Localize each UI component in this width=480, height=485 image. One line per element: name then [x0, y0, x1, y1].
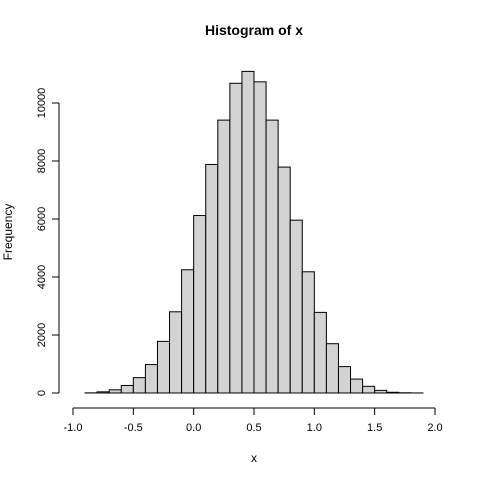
x-tick-label: 1.0 [307, 422, 322, 434]
y-tick-label: 4000 [36, 265, 48, 289]
y-tick-label: 6000 [36, 207, 48, 231]
histogram-bar [242, 71, 254, 393]
histogram-bar [351, 379, 363, 393]
chart-title: Histogram of x [205, 22, 303, 38]
x-tick-label: -0.5 [124, 422, 143, 434]
histogram-bar [133, 378, 145, 393]
histogram-bar [363, 386, 375, 393]
histogram-bar [145, 365, 157, 393]
histogram-bar [218, 120, 230, 393]
histogram-bar [157, 341, 169, 393]
y-tick-label: 10000 [36, 88, 48, 119]
histogram-bar [302, 272, 314, 393]
histogram-bar [314, 312, 326, 393]
y-tick-label: 0 [36, 390, 48, 396]
histogram-bar [230, 83, 242, 393]
histogram-bar [109, 390, 121, 393]
x-tick-label: -1.0 [64, 422, 83, 434]
histogram-bar [278, 167, 290, 393]
y-tick-label: 2000 [36, 323, 48, 347]
histogram-bar [375, 390, 387, 393]
y-tick-label: 8000 [36, 149, 48, 173]
histogram-bar [266, 120, 278, 393]
histogram-bar [97, 392, 109, 393]
x-tick-label: 0.0 [186, 422, 201, 434]
histogram-bar [206, 164, 218, 393]
histogram-bar [290, 220, 302, 393]
histogram-bar [170, 312, 182, 393]
x-tick-label: 0.5 [246, 422, 261, 434]
x-axis-label: x [251, 451, 257, 465]
histogram-bar [387, 392, 399, 393]
histogram-bar [338, 367, 350, 393]
histogram-bar [254, 82, 266, 393]
x-tick-label: 2.0 [427, 422, 442, 434]
histogram-bar [326, 344, 338, 393]
histogram-bar [121, 385, 133, 393]
y-axis-label: Frequency [1, 204, 15, 261]
histogram-bar [194, 216, 206, 393]
histogram-bar [182, 270, 194, 393]
x-tick-label: 1.5 [367, 422, 382, 434]
